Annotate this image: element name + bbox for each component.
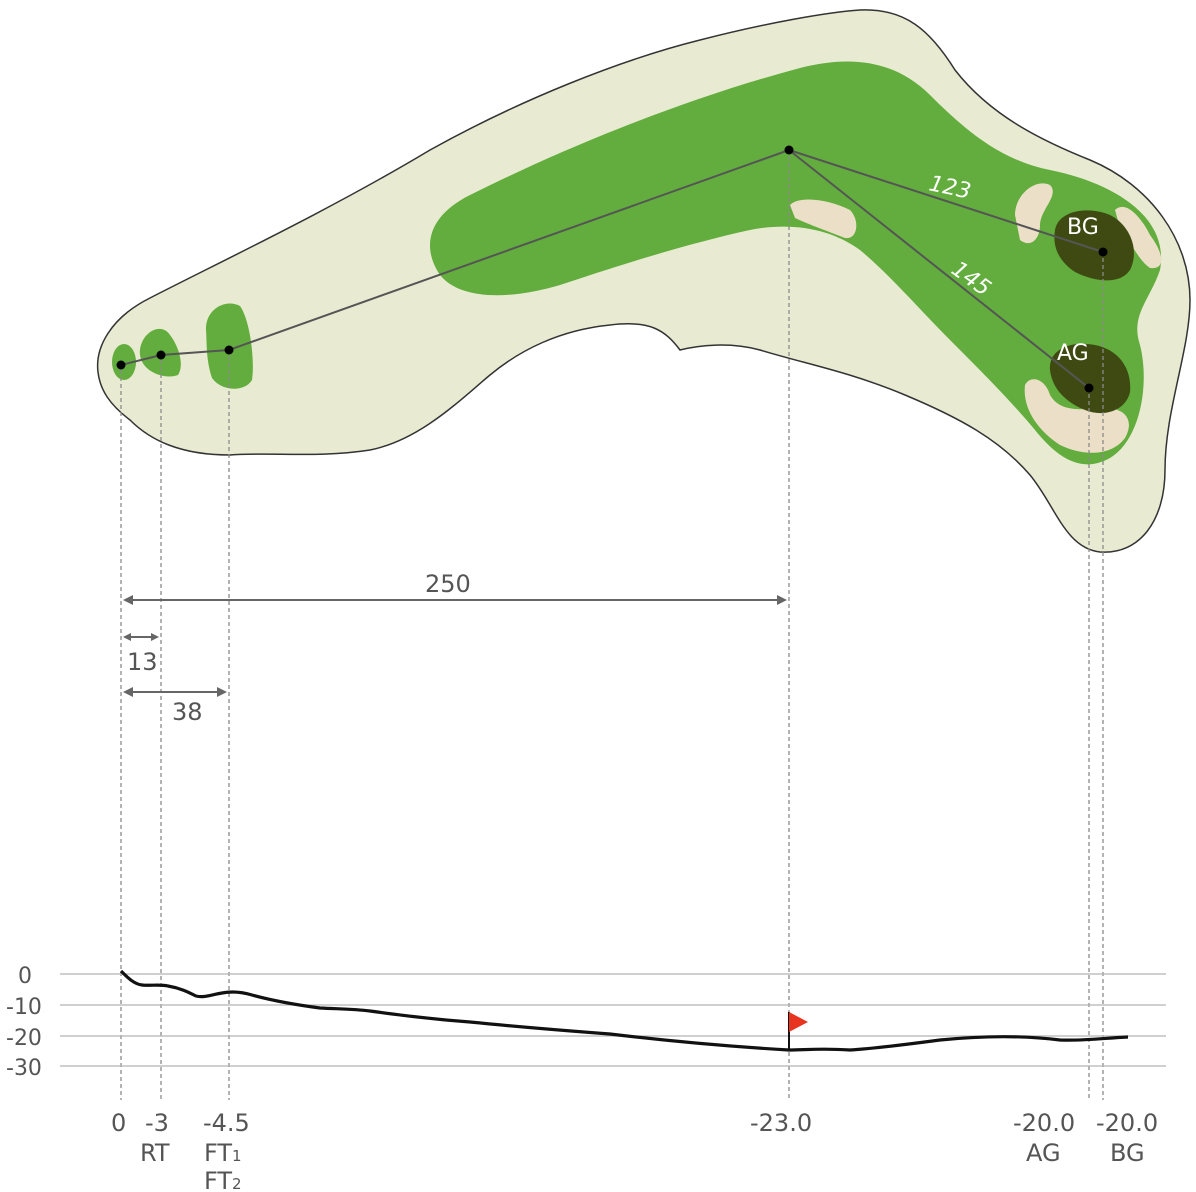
station-value-bg: -20.0 <box>1096 1109 1158 1137</box>
elevation-line <box>119 969 1129 1052</box>
green-front <box>1049 343 1131 414</box>
y-tick-30: -30 <box>6 1056 42 1081</box>
green-back <box>1054 210 1134 281</box>
guide-lines <box>120 156 1104 1100</box>
play-line-to-back-green <box>788 149 1104 253</box>
bunker-landing <box>790 199 857 239</box>
station-value-0: 0 <box>111 1109 126 1137</box>
distance-38-label: 38 <box>172 698 203 726</box>
tee-point-red <box>156 350 166 360</box>
profile-gridlines <box>60 973 1166 1067</box>
station-label-ag: AG <box>1026 1139 1061 1167</box>
front-green-label: AG <box>1057 341 1089 366</box>
station-value-ag: -20.0 <box>1013 1109 1075 1137</box>
y-tick-10: -10 <box>6 995 42 1020</box>
station-label-ft1: FT1 <box>204 1139 242 1167</box>
play-line-tee-to-landing <box>120 149 790 366</box>
play-line-to-front-green <box>788 149 1090 389</box>
bunker-back-left <box>1015 183 1053 244</box>
station-label-ft2: FT2 <box>204 1167 242 1192</box>
station-label-bg: BG <box>1110 1139 1145 1167</box>
back-green-label: BG <box>1067 215 1099 240</box>
elevation-profile: 0 -10 -20 -30 0 -3 RT -4.5 FT1 FT2 -23.0… <box>6 964 1166 1192</box>
y-tick-20: -20 <box>6 1026 42 1051</box>
flag-icon <box>789 1012 808 1032</box>
measurements <box>123 595 787 697</box>
back-green-point <box>1098 247 1108 257</box>
hole-plan: BG AG 123 145 <box>96 9 1191 553</box>
bunker-back-right <box>1115 206 1162 269</box>
distance-250-label: 250 <box>425 570 471 598</box>
y-tick-0: 0 <box>18 964 32 989</box>
station-value-landing: -23.0 <box>750 1109 812 1137</box>
station-label-rt: RT <box>140 1139 170 1167</box>
station-value-rt: -3 <box>145 1109 169 1137</box>
tee-point-front <box>224 345 234 355</box>
fairway <box>430 61 1162 465</box>
front-green-point <box>1084 383 1094 393</box>
station-value-ft: -4.5 <box>203 1109 250 1137</box>
tee-point-back <box>116 360 126 370</box>
landing-point <box>784 145 794 155</box>
distance-13-label: 13 <box>127 648 158 676</box>
